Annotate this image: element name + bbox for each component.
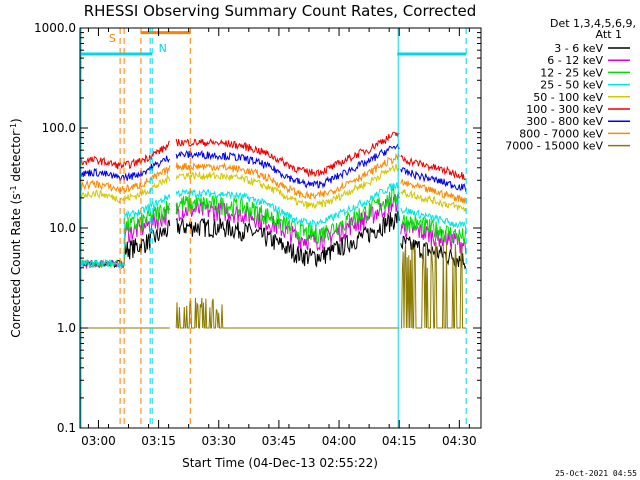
series-25-kev-line [79, 193, 171, 269]
x-tick-label: 04:00 [322, 434, 357, 448]
series-100-kev-line [400, 154, 467, 181]
series-300-kev-line [400, 167, 467, 192]
legend-entry-label: 7000 - 15000 keV [505, 140, 603, 153]
y-axis: 0.1 1.0 10.0 100.0 1000.0 [34, 21, 481, 435]
night-marker-label: N [159, 42, 167, 55]
series-25-kev-line [400, 206, 467, 230]
legend-entry-label: 800 - 7000 keV [519, 127, 603, 140]
series-50-kev-line [79, 173, 171, 204]
series-800-kev-line [79, 165, 171, 194]
series-3-kev-line [175, 210, 400, 268]
plot-area [79, 131, 467, 329]
series-7000-kev [80, 241, 466, 329]
series-300-kev [79, 143, 467, 192]
series-800-kev-line [175, 152, 400, 200]
legend-entry-label: 6 - 12 keV [547, 54, 603, 67]
x-tick-label: 03:15 [141, 434, 176, 448]
series-50-kev-line [400, 189, 467, 212]
x-tick-label: 03:30 [201, 434, 236, 448]
x-tick-label: 03:45 [262, 434, 297, 448]
x-tick-label: 03:00 [81, 434, 116, 448]
legend-entry-label: 12 - 25 keV [540, 66, 603, 79]
chart-title: RHESSI Observing Summary Count Rates, Co… [84, 2, 477, 20]
series-800-kev [79, 152, 467, 204]
x-tick-label: 04:15 [382, 434, 417, 448]
series-100-kev-line [79, 140, 170, 170]
series-25-kev-line [175, 182, 400, 228]
series-100-kev [79, 131, 467, 181]
series-300-kev-line [79, 155, 171, 184]
legend-header-2: Att 1 [596, 28, 622, 41]
legend-header-1: Det 1,3,4,5,6,9, [550, 17, 636, 30]
series-800-kev-line [400, 178, 467, 204]
series-7000-kev-line [175, 297, 400, 329]
series-300-kev-line [175, 143, 400, 189]
series-100-kev-line [175, 131, 400, 178]
series-25-kev [79, 182, 467, 269]
overlay-markers: SN [80, 28, 467, 428]
legend-entry-label: 25 - 50 keV [540, 79, 603, 92]
series-50-kev-line [175, 163, 400, 210]
footer-date: 25-Oct-2021 04:55 [555, 469, 637, 478]
series-12-kev-line [400, 214, 467, 244]
saa-marker-label: S [109, 32, 116, 45]
series-50-kev [79, 163, 467, 212]
y-tick-label: 100.0 [42, 121, 76, 135]
y-axis-label: Corrected Count Rate (s-1 detector-1) [9, 118, 24, 337]
x-axis-label: Start Time (04-Dec-13 02:55:22) [182, 456, 378, 470]
y-tick-label: 1.0 [57, 321, 76, 335]
x-axis: 03:00 03:15 03:30 03:45 04:00 04:15 04:30 [81, 28, 477, 448]
legend-entry-label: 3 - 6 keV [554, 42, 603, 55]
y-tick-label: 10.0 [49, 221, 76, 235]
y-tick-label: 0.1 [57, 421, 76, 435]
legend-entry-label: 50 - 100 keV [533, 91, 603, 104]
x-tick-label: 04:30 [442, 434, 477, 448]
series-7000-kev-line [400, 241, 466, 329]
y-tick-label: 1000.0 [34, 21, 76, 35]
series-12-kev-line [175, 186, 400, 246]
legend-entry-label: 300 - 800 keV [526, 115, 603, 128]
legend-entry-label: 100 - 300 keV [526, 103, 603, 116]
